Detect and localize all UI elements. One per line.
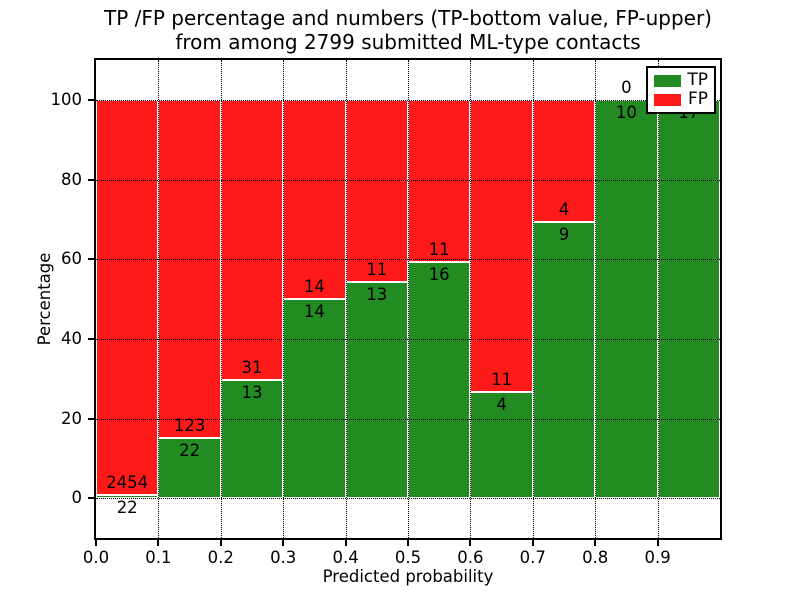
x-tick-mark xyxy=(344,540,347,546)
x-tick-mark xyxy=(469,540,472,546)
x-tick-mark xyxy=(531,540,534,546)
fp-count-label: 31 xyxy=(241,358,263,378)
tp-count-label: 22 xyxy=(179,440,201,460)
fp-count-label: 4 xyxy=(558,200,570,220)
legend: TP FP xyxy=(646,66,716,114)
x-tick-mark xyxy=(282,540,285,546)
tp-count-label: 14 xyxy=(303,302,325,321)
legend-entry-fp: FP xyxy=(654,89,708,109)
y-tick-label: 100 xyxy=(50,89,83,109)
y-axis-label: Percentage xyxy=(35,252,54,346)
x-tick-mark xyxy=(656,540,659,546)
fp-legend-label: FP xyxy=(687,89,708,109)
vertical-gridline xyxy=(158,60,160,538)
y-tick-label: 40 xyxy=(61,328,82,348)
chart-title: TP /FP percentage and numbers (TP-bottom… xyxy=(8,6,800,54)
fp-count-label: 2454 xyxy=(106,472,149,492)
tp-bar-segment xyxy=(595,99,658,499)
x-tick-label: 0.3 xyxy=(270,548,297,567)
tp-count-label: 10 xyxy=(615,102,637,122)
x-tick-label: 0.6 xyxy=(457,548,484,567)
vertical-gridline xyxy=(283,60,285,538)
x-tick-mark xyxy=(407,540,409,546)
y-tick-mark xyxy=(88,417,94,420)
fp-bar-segment xyxy=(220,99,284,381)
tp-bar-segment xyxy=(657,99,720,499)
x-tick-label: 0.7 xyxy=(519,548,546,567)
tp-bar-segment xyxy=(158,437,221,499)
tp-count-label: 4 xyxy=(496,394,507,414)
x-tick-label: 0.4 xyxy=(332,548,359,567)
tp-legend-label: TP xyxy=(687,70,708,90)
x-tick-label: 0.9 xyxy=(644,548,671,567)
tp-count-label: 13 xyxy=(241,383,263,403)
fp-bar-segment xyxy=(158,99,221,438)
y-tick-label: 60 xyxy=(61,249,82,269)
fp-bar-segment xyxy=(283,99,346,299)
x-tick-label: 0.0 xyxy=(82,548,110,567)
y-tick-mark xyxy=(88,258,94,261)
tp-count-label: 22 xyxy=(116,497,138,517)
tp-count-label: 13 xyxy=(366,285,388,305)
y-tick-mark xyxy=(88,98,94,101)
tp-count-label: 9 xyxy=(558,225,570,245)
tp-bar-segment xyxy=(408,262,471,499)
vertical-gridline xyxy=(657,60,659,538)
y-tick-label: 0 xyxy=(71,488,83,508)
chart-title-line1: TP /FP percentage and numbers (TP-bottom… xyxy=(104,6,712,30)
x-tick-mark xyxy=(95,540,97,546)
x-tick-label: 0.5 xyxy=(394,548,422,567)
tp-count-label: 16 xyxy=(428,265,450,285)
tp-bar-segment xyxy=(470,391,533,499)
fp-count-label: 11 xyxy=(428,240,450,260)
vertical-gridline xyxy=(220,60,222,538)
fp-count-label: 11 xyxy=(491,369,513,389)
fp-count-label: 11 xyxy=(366,260,388,280)
legend-entry-tp: TP xyxy=(654,70,708,90)
fp-bar-segment xyxy=(345,99,408,283)
y-tick-mark xyxy=(88,497,94,500)
fp-legend-swatch xyxy=(654,93,681,106)
x-tick-mark xyxy=(219,540,222,546)
fp-count-label: 123 xyxy=(173,415,206,435)
fp-bar-segment xyxy=(96,99,159,495)
chart-title-line2: from among 2799 submitted ML-type contac… xyxy=(175,30,641,54)
tp-bar-segment xyxy=(532,222,596,499)
y-tick-mark xyxy=(88,337,94,340)
vertical-gridline xyxy=(595,60,597,538)
fp-count-label: 0 xyxy=(621,77,632,97)
tp-bar-segment xyxy=(283,299,346,499)
x-tick-mark xyxy=(594,540,597,546)
fp-bar-segment xyxy=(408,99,471,263)
vertical-gridline xyxy=(532,60,534,538)
tp-legend-swatch xyxy=(654,74,681,87)
vertical-gridline xyxy=(470,60,472,538)
x-tick-label: 0.2 xyxy=(207,548,234,567)
x-tick-mark xyxy=(157,540,160,546)
tp-bar-segment xyxy=(345,282,408,499)
y-tick-mark xyxy=(88,178,94,181)
vertical-gridline xyxy=(345,60,347,538)
vertical-gridline xyxy=(408,60,409,538)
x-axis-label: Predicted probability xyxy=(322,567,494,586)
fp-bar-segment xyxy=(470,99,533,392)
x-tick-label: 0.1 xyxy=(145,548,172,567)
fp-count-label: 14 xyxy=(303,277,325,296)
y-tick-label: 20 xyxy=(61,408,82,428)
x-tick-label: 0.8 xyxy=(582,548,609,567)
tp-bar-segment xyxy=(96,494,159,499)
y-tick-label: 80 xyxy=(61,169,82,189)
plot-area: 0 20 40 60 80 100 0.0 0.1 0.2 0.3 0.4 0.5 0.6 0.7 0.8 0… xyxy=(51,58,722,567)
